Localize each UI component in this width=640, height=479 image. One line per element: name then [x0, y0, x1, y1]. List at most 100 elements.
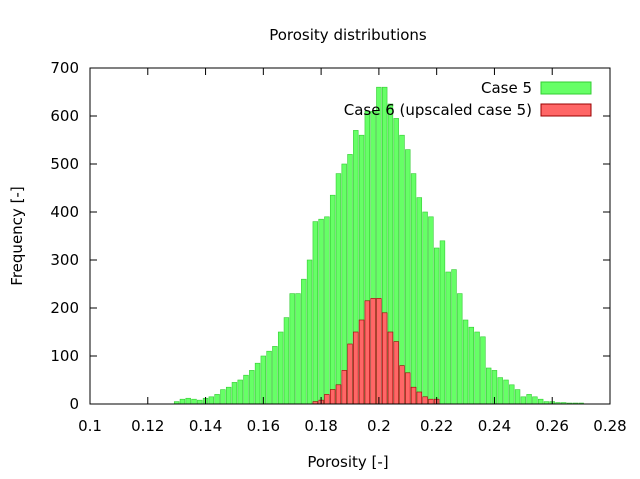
legend-label-2: Case 6 (upscaled case 5): [344, 101, 532, 119]
bar-series-1-14: [254, 362, 261, 405]
bar-series-1-46: [439, 240, 446, 405]
bar-series-2-5: [341, 370, 347, 405]
x-tick-label-8: 0.26: [536, 417, 569, 435]
bar-series-1-21: [295, 293, 301, 405]
x-tick-label-7: 0.24: [478, 417, 511, 435]
bar-series-1-6: [208, 396, 215, 405]
x-tick-label-5: 0.2: [367, 417, 391, 435]
x-tick-label-9: 0.28: [593, 417, 626, 435]
y-tick-label-0: 0: [69, 395, 79, 413]
x-tick-label-6: 0.22: [420, 417, 453, 435]
bar-series-1-44: [428, 216, 434, 405]
bar-series-2-9: [364, 300, 371, 405]
bar-series-2-15: [399, 365, 405, 405]
bar-series-1-26: [324, 216, 330, 405]
bar-series-1-10: [231, 382, 238, 405]
bar-series-1-27: [329, 194, 336, 405]
x-tick-label-3: 0.16: [247, 417, 280, 435]
y-tick-label-7: 700: [50, 59, 79, 77]
bar-series-1-39: [399, 134, 405, 405]
bar-series-1-18: [277, 331, 284, 405]
chart-title: Porosity distributions: [269, 26, 427, 44]
bar-series-1-57: [503, 379, 509, 405]
x-tick-label-0: 0.1: [78, 417, 102, 435]
x-tick-label-4: 0.18: [304, 417, 337, 435]
bar-series-2-16: [405, 372, 411, 405]
bar-series-1-56: [497, 377, 503, 405]
bar-series-1-2: [185, 397, 191, 405]
bar-series-2-12: [381, 312, 388, 405]
bar-series-2-13: [387, 331, 394, 405]
bar-series-1-48: [451, 269, 457, 405]
bar-series-1-50: [462, 319, 469, 405]
bar-series-2-19: [422, 396, 428, 405]
y-tick-label-6: 600: [50, 107, 79, 125]
bar-series-1-23: [306, 259, 313, 405]
bar-series-1-12: [243, 374, 249, 405]
bar-series-1-3: [191, 398, 197, 405]
bar-series-1-40: [405, 149, 411, 405]
bar-series-1-58: [509, 384, 515, 405]
bar-series-1-63: [537, 398, 544, 405]
bar-series-1-9: [225, 386, 232, 405]
bar-series-1-45: [433, 247, 440, 405]
bar-series-2-10: [370, 298, 376, 405]
bar-series-1-16: [266, 350, 272, 405]
bar-series-1-15: [260, 355, 267, 405]
bar-series-1-43: [422, 211, 428, 405]
bars-layer: [173, 86, 584, 405]
bar-series-2-2: [324, 394, 330, 405]
bar-series-1-19: [283, 317, 290, 405]
bar-series-1-41: [410, 173, 417, 405]
x-axis-label: Porosity [-]: [307, 453, 388, 471]
bar-series-1-61: [526, 394, 532, 405]
bar-series-2-3: [329, 389, 336, 405]
bar-series-1-42: [416, 197, 423, 405]
bar-series-1-20: [289, 293, 295, 405]
legend-swatch-2: [540, 103, 592, 117]
bar-series-1-29: [341, 163, 347, 405]
bar-series-2-17: [410, 386, 417, 405]
x-tick-label-2: 0.14: [189, 417, 222, 435]
legend-swatch-1: [540, 81, 592, 95]
y-axis-label: Frequency [-]: [8, 186, 26, 285]
bar-series-1-49: [457, 293, 463, 405]
bar-series-1-8: [220, 389, 226, 405]
plot-frame: [89, 67, 611, 405]
bar-series-1-24: [312, 221, 319, 405]
y-tick-label-4: 400: [50, 203, 79, 221]
bar-series-2-18: [416, 391, 423, 405]
bar-series-1-52: [474, 331, 480, 405]
bar-series-1-13: [249, 370, 255, 405]
y-tick-label-3: 300: [50, 251, 79, 269]
bar-series-1-53: [480, 336, 486, 405]
bar-series-2-14: [393, 341, 399, 405]
bar-series-1-60: [520, 396, 527, 405]
y-tick-label-2: 200: [50, 299, 79, 317]
bar-series-1-51: [468, 326, 475, 405]
bar-series-2-4: [335, 384, 342, 405]
bar-series-2-6: [347, 343, 353, 405]
bar-series-1-7: [214, 394, 220, 405]
bar-series-1-17: [272, 346, 278, 405]
bar-series-1-25: [318, 218, 324, 405]
bar-series-1-22: [301, 278, 307, 405]
bar-series-2-8: [358, 319, 365, 405]
y-tick-label-1: 100: [50, 347, 79, 365]
bar-series-2-20: [428, 398, 434, 405]
bar-series-1-4: [197, 399, 203, 405]
bar-series-1-54: [485, 367, 492, 405]
bar-series-2-11: [376, 298, 382, 405]
bar-series-1-47: [445, 271, 451, 405]
x-tick-label-1: 0.12: [131, 417, 164, 435]
bar-series-1-62: [532, 396, 538, 405]
legend: Case 5 Case 6 (upscaled case 5): [344, 79, 592, 119]
bar-series-1-11: [237, 379, 243, 405]
y-tick-label-5: 500: [50, 155, 79, 173]
legend-label-1: Case 5: [481, 79, 532, 97]
bar-series-1-1: [179, 398, 186, 405]
bar-series-2-7: [353, 331, 359, 405]
bar-series-1-28: [335, 173, 342, 405]
